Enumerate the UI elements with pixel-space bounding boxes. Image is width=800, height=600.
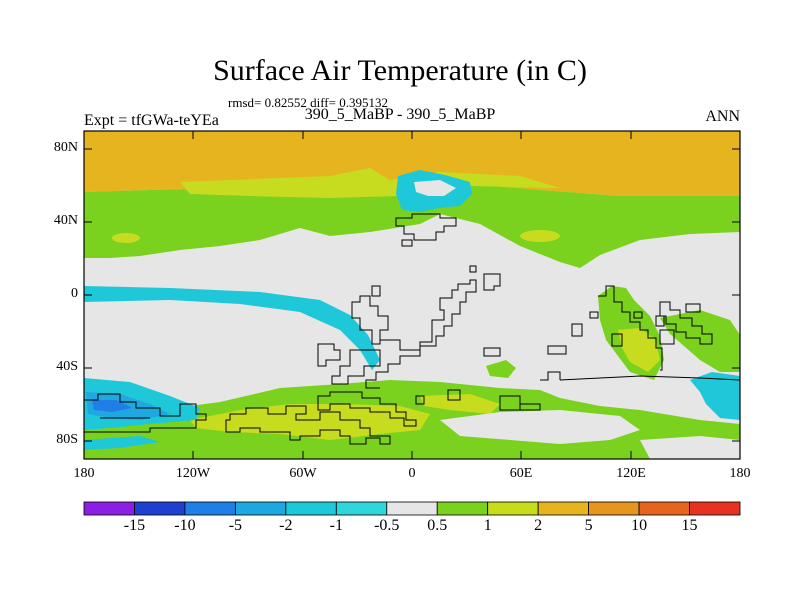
antarctic-cold-strip [84,436,160,450]
colorbar-swatch [234,501,287,516]
subtitle: 390_5_MaBP - 390_5_MaBP [304,106,496,123]
x-axis-ticks [192,131,632,459]
stats-line: rmsd= 0.82552 diff= 0.395132 [228,95,388,110]
colorbar-swatch [134,501,186,516]
southern-neutral-patch-1 [440,410,640,444]
tropical-pacific-cold-band [84,286,380,370]
indian-ocean-yellow-core [618,328,660,372]
chart-title: Surface Air Temperature (in C) [213,54,587,87]
x-tick-180e: 180 [729,466,751,481]
colorbar-label: -1 [329,517,343,534]
southern-neutral-patch-2 [640,436,740,459]
colorbar-swatch [537,501,590,516]
colorbar-swatch [386,501,438,516]
south-atlantic-yellow-patch [420,394,500,414]
colorbar-label: 5 [584,517,593,534]
experiment-label: Expt = tfGWa-teYEa [84,112,219,129]
y-tick-0: 0 [71,286,78,301]
x-tick-60w: 60W [289,466,317,481]
colorbar-swatch [83,501,135,516]
colorbar-swatch [335,501,388,516]
x-tick-60e: 60E [509,466,533,481]
colorbar-label: 0.5 [427,517,448,534]
colorbar-label: 15 [681,517,698,534]
colorbar-swatch [487,501,539,516]
colorbar-swatch [285,501,337,516]
y-tick-40n: 40N [53,213,78,228]
season-label: ANN [705,108,740,125]
x-tick-120w: 120W [175,466,211,481]
coastlines [84,213,741,445]
colorbar-swatch [436,501,489,516]
colorbar-label: 2 [534,517,543,534]
north-yellow-patch-2 [520,230,560,242]
colorbar-label: 1 [483,517,492,534]
x-tick-120e: 120E [616,466,646,481]
north-midlat-green-band [84,184,740,268]
south-pacific-darkblue-core [92,400,132,412]
y-tick-80n: 80N [53,140,78,155]
colorbar-swatch [184,501,236,516]
greenland-neutral-core [414,180,456,196]
colorbar-swatch [689,501,741,516]
y-tick-80s: 80S [56,432,78,447]
east-indian-cold-patch [690,372,740,420]
colorbar-label: -5 [228,517,243,534]
colorbar-swatch [588,501,640,516]
atlantic-warm-patch [486,360,516,378]
y-tick-40s: 40S [56,359,78,374]
colorbar-label: -0.5 [374,517,400,534]
colorbar-label: -2 [279,517,293,534]
colorbar [83,501,741,516]
colorbar-label: -10 [174,517,196,534]
north-pacific-yellow-patch [112,233,140,243]
y-axis-ticks [84,148,740,442]
colorbar-swatch [638,501,690,516]
colorbar-label: 10 [631,517,648,534]
north-yellowgreen-patch [180,168,560,198]
x-tick-180w: 180 [73,466,95,481]
x-tick-0: 0 [408,466,416,481]
colorbar-label: -15 [123,517,146,534]
